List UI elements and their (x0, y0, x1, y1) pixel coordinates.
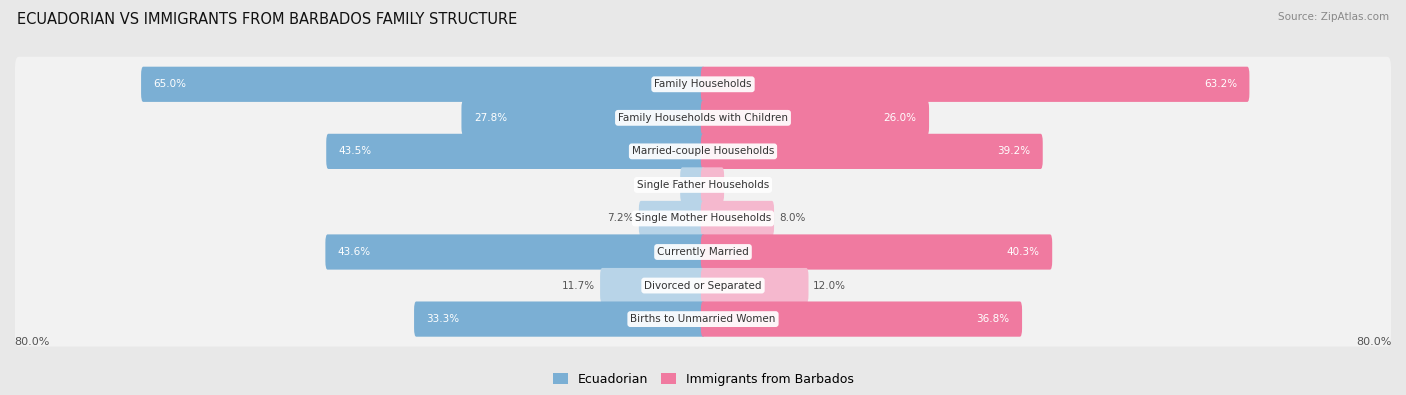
FancyBboxPatch shape (325, 234, 706, 270)
FancyBboxPatch shape (700, 268, 808, 303)
Text: 8.0%: 8.0% (779, 213, 806, 224)
FancyBboxPatch shape (700, 134, 1043, 169)
Text: 33.3%: 33.3% (426, 314, 460, 324)
Text: 27.8%: 27.8% (474, 113, 508, 123)
FancyBboxPatch shape (461, 100, 706, 135)
FancyBboxPatch shape (600, 268, 706, 303)
Text: Married-couple Households: Married-couple Households (631, 147, 775, 156)
FancyBboxPatch shape (15, 191, 1391, 246)
Text: 80.0%: 80.0% (14, 337, 49, 347)
Text: Currently Married: Currently Married (657, 247, 749, 257)
Text: Births to Unmarried Women: Births to Unmarried Women (630, 314, 776, 324)
Text: 63.2%: 63.2% (1204, 79, 1237, 89)
Text: 43.5%: 43.5% (339, 147, 371, 156)
FancyBboxPatch shape (15, 124, 1391, 179)
Text: 2.4%: 2.4% (650, 180, 675, 190)
FancyBboxPatch shape (700, 201, 775, 236)
Text: Family Households: Family Households (654, 79, 752, 89)
Text: 43.6%: 43.6% (337, 247, 371, 257)
FancyBboxPatch shape (700, 67, 1250, 102)
FancyBboxPatch shape (700, 167, 724, 203)
FancyBboxPatch shape (141, 67, 706, 102)
Text: 12.0%: 12.0% (813, 280, 846, 291)
Text: 11.7%: 11.7% (562, 280, 595, 291)
FancyBboxPatch shape (15, 292, 1391, 346)
Text: 40.3%: 40.3% (1007, 247, 1039, 257)
Text: Divorced or Separated: Divorced or Separated (644, 280, 762, 291)
FancyBboxPatch shape (700, 234, 1052, 270)
Text: 36.8%: 36.8% (976, 314, 1010, 324)
FancyBboxPatch shape (15, 224, 1391, 280)
FancyBboxPatch shape (15, 158, 1391, 213)
FancyBboxPatch shape (638, 201, 706, 236)
FancyBboxPatch shape (700, 301, 1022, 337)
Text: Family Households with Children: Family Households with Children (619, 113, 787, 123)
Text: 39.2%: 39.2% (997, 147, 1031, 156)
FancyBboxPatch shape (681, 167, 706, 203)
Text: 2.2%: 2.2% (728, 180, 755, 190)
Text: ECUADORIAN VS IMMIGRANTS FROM BARBADOS FAMILY STRUCTURE: ECUADORIAN VS IMMIGRANTS FROM BARBADOS F… (17, 12, 517, 27)
FancyBboxPatch shape (15, 57, 1391, 112)
Text: 7.2%: 7.2% (607, 213, 634, 224)
Text: 65.0%: 65.0% (153, 79, 187, 89)
Text: 80.0%: 80.0% (1357, 337, 1392, 347)
Text: Single Mother Households: Single Mother Households (636, 213, 770, 224)
FancyBboxPatch shape (415, 301, 706, 337)
Text: 26.0%: 26.0% (883, 113, 917, 123)
Legend: Ecuadorian, Immigrants from Barbados: Ecuadorian, Immigrants from Barbados (548, 369, 858, 389)
FancyBboxPatch shape (700, 100, 929, 135)
Text: Single Father Households: Single Father Households (637, 180, 769, 190)
FancyBboxPatch shape (326, 134, 706, 169)
FancyBboxPatch shape (15, 258, 1391, 313)
FancyBboxPatch shape (15, 90, 1391, 145)
Text: Source: ZipAtlas.com: Source: ZipAtlas.com (1278, 12, 1389, 22)
